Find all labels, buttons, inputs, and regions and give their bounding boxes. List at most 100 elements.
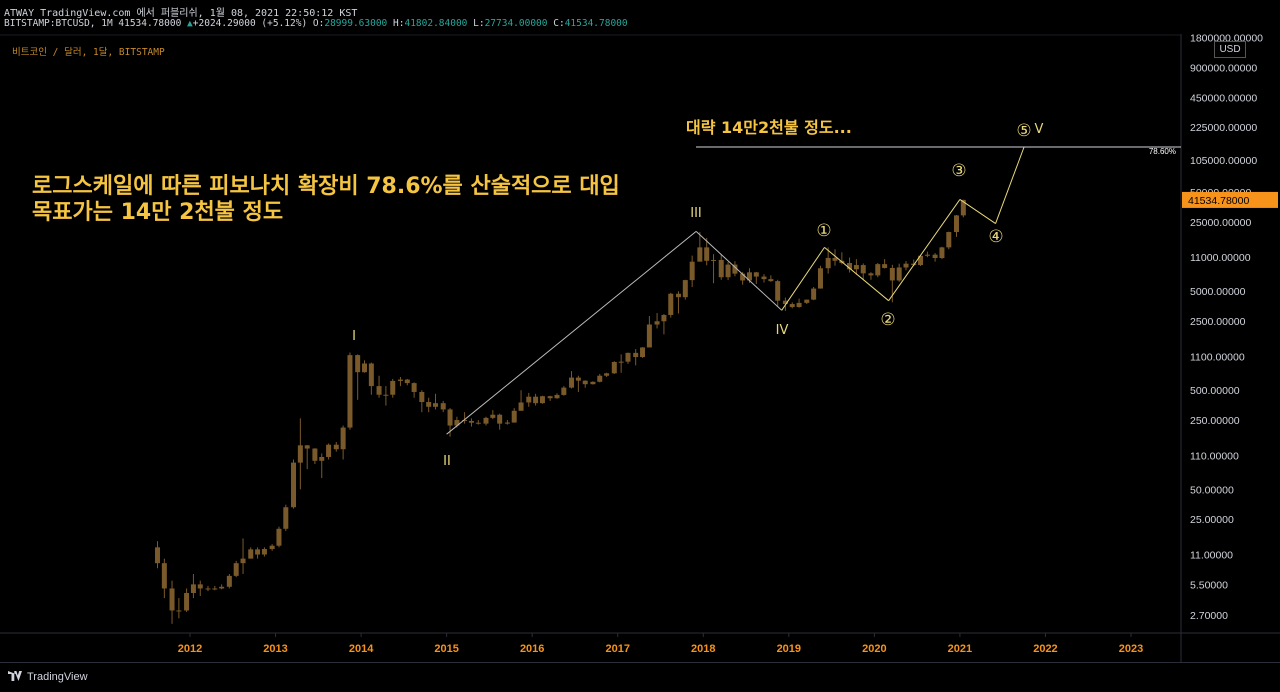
currency-unit[interactable]: USD	[1214, 41, 1246, 58]
candle-body	[817, 268, 823, 289]
candle-body	[276, 528, 282, 546]
candle-body	[789, 304, 795, 308]
candle-body	[725, 264, 731, 278]
chart-header: ATWAY TradingView.com 에서 퍼블리쉬, 1월 08, 20…	[0, 0, 1280, 34]
wave-label-roman: III	[690, 206, 702, 221]
candle-body	[490, 414, 496, 418]
candle-body	[782, 300, 788, 305]
candle-body	[447, 409, 453, 426]
candle-body	[597, 375, 603, 382]
x-tick-label: 2016	[520, 643, 544, 655]
candle-body	[832, 257, 838, 261]
wave-segment	[959, 199, 996, 224]
candle-body	[633, 352, 639, 358]
tradingview-logo[interactable]: TradingView	[8, 671, 88, 683]
candle-body	[953, 215, 959, 233]
candle-body	[312, 448, 318, 461]
symbol-price: BITSTAMP:BTCUSD, 1M 41534.78000	[4, 18, 182, 29]
candle-body	[611, 361, 617, 374]
candle-body	[811, 288, 817, 300]
y-tick-label: 11.00000	[1190, 550, 1233, 562]
x-tick-label: 2014	[349, 643, 374, 655]
candle-body	[190, 584, 196, 594]
candle-body	[718, 259, 724, 278]
y-tick-label: 25.00000	[1190, 514, 1234, 526]
candle-body	[154, 547, 160, 564]
candle-body	[825, 257, 831, 269]
candle-body	[753, 272, 759, 277]
candle-body	[340, 427, 346, 450]
candle-body	[939, 247, 945, 258]
candle-body	[618, 361, 624, 363]
candle-body	[796, 302, 802, 308]
high-label: H:	[393, 18, 405, 29]
x-tick-label: 2023	[1119, 643, 1143, 655]
x-tick-label: 2022	[1033, 643, 1057, 655]
tradingview-icon	[8, 671, 22, 681]
candle-body	[390, 380, 396, 395]
candle-body	[625, 352, 631, 362]
candle-body	[661, 314, 667, 322]
annotation-line-2: 목표가는 14만 2천불 정도	[32, 200, 283, 225]
candle-body	[711, 259, 717, 261]
close-value: 41534.78000	[564, 18, 628, 29]
wave-segment	[695, 231, 783, 311]
candle-body	[561, 387, 567, 395]
y-tick-label: 2500.00000	[1190, 316, 1246, 328]
candle-body	[261, 549, 267, 555]
candle-body	[226, 575, 232, 587]
candle-body	[433, 403, 439, 407]
y-tick-label: 500.00000	[1190, 385, 1240, 397]
wave-label-circled: ①	[816, 221, 831, 241]
candle-body	[582, 380, 588, 385]
y-tick-label: 5.50000	[1190, 579, 1228, 591]
x-tick-label: 2012	[178, 643, 202, 655]
ohlc-readout: BITSTAMP:BTCUSD, 1M 41534.78000 ▲+2024.2…	[4, 18, 628, 29]
candle-body	[269, 545, 275, 550]
wave-segment	[781, 247, 825, 311]
candle-body	[255, 549, 261, 555]
wave-label-roman: II	[443, 454, 451, 469]
footer: TradingView	[0, 662, 1280, 692]
candle-body	[918, 255, 924, 266]
candle-body	[882, 264, 888, 268]
wave-label-roman: IV	[776, 323, 789, 338]
candle-body	[161, 563, 167, 589]
candle-body	[868, 273, 874, 276]
candle-body	[426, 402, 432, 407]
y-tick-label: 225000.00000	[1190, 122, 1257, 134]
x-tick-label: 2017	[605, 643, 629, 655]
candle-body	[483, 417, 489, 424]
candle-body	[333, 444, 339, 450]
wave-label-circled: ③	[951, 161, 966, 181]
candle-body	[376, 386, 382, 395]
candle-body	[704, 247, 710, 261]
candle-body	[233, 563, 239, 576]
wave-label-circled: ②	[880, 310, 895, 330]
candle-body	[960, 199, 966, 216]
candle-body	[775, 281, 781, 301]
candle-body	[297, 445, 303, 463]
price-change: +2024.29000 (+5.12%)	[192, 18, 308, 29]
candle-body	[946, 232, 952, 248]
candle-body	[197, 584, 203, 589]
y-tick-label: 105000.00000	[1190, 155, 1257, 167]
candle-body	[176, 610, 182, 612]
x-tick-label: 2018	[691, 643, 715, 655]
candle-body	[590, 381, 596, 385]
wave-label-roman: V	[1035, 122, 1044, 137]
candle-body	[240, 558, 246, 564]
annotation-target: 대략 14만2천불 정도...	[686, 118, 852, 137]
candle-body	[889, 267, 895, 281]
brand-label: TradingView	[27, 671, 88, 683]
candle-body	[860, 265, 866, 274]
candle-body	[383, 394, 389, 396]
y-tick-label: 2.70000	[1190, 610, 1228, 622]
high-value: 41802.84000	[404, 18, 468, 29]
candle-body	[462, 420, 468, 422]
wave-segment	[446, 231, 697, 435]
wave-label-circled: ⑤	[1016, 121, 1031, 141]
candle-body	[746, 272, 752, 281]
candle-body	[475, 422, 481, 424]
